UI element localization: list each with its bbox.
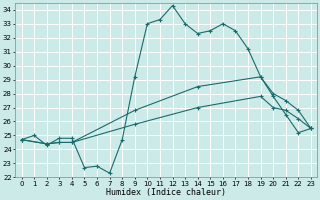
X-axis label: Humidex (Indice chaleur): Humidex (Indice chaleur) [106, 188, 226, 197]
